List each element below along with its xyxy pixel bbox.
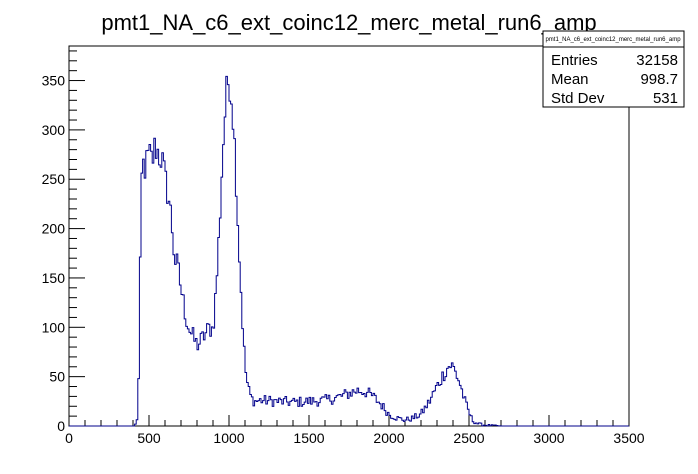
y-axis: 0 50 100 150 200 250 300 350 [42, 50, 85, 434]
y-tick-label: 200 [42, 221, 66, 237]
x-tick-label: 3500 [613, 430, 644, 446]
y-tick-label: 300 [42, 122, 66, 138]
stats-mean-value: 998.7 [640, 71, 678, 88]
stats-box-title: pmt1_NA_c6_ext_coinc12_merc_metal_run6_a… [545, 37, 681, 43]
y-tick-label: 0 [57, 418, 65, 434]
stats-box-frame [542, 30, 685, 108]
x-tick-label: 3000 [533, 430, 564, 446]
stats-stddev-value: 531 [653, 90, 678, 107]
x-tick-label: 1500 [293, 430, 324, 446]
plot-frame [68, 45, 630, 427]
x-tick-label: 2500 [453, 430, 484, 446]
x-tick-label: 500 [137, 430, 161, 446]
x-tick-label: 1000 [213, 430, 244, 446]
x-tick-label: 2000 [373, 430, 404, 446]
histogram-series-line [69, 75, 629, 427]
x-tick-label: 0 [65, 430, 73, 446]
stats-entries-value: 32158 [636, 52, 678, 69]
chart-title: pmt1_NA_c6_ext_coinc12_merc_metal_run6_a… [101, 10, 596, 35]
y-tick-label: 100 [42, 319, 66, 335]
y-tick-label: 350 [42, 73, 66, 89]
y-tick-label: 150 [42, 270, 66, 286]
y-tick-label: 50 [49, 369, 65, 385]
y-tick-label: 250 [42, 171, 66, 187]
stats-stddev-label: Std Dev [551, 90, 605, 107]
stats-entries-label: Entries [551, 52, 598, 69]
x-axis: 0 500 1000 1500 2000 2500 3000 3500 [65, 415, 645, 446]
stats-mean-label: Mean [551, 71, 589, 88]
stats-box: pmt1_NA_c6_ext_coinc12_merc_metal_run6_a… [542, 30, 685, 108]
